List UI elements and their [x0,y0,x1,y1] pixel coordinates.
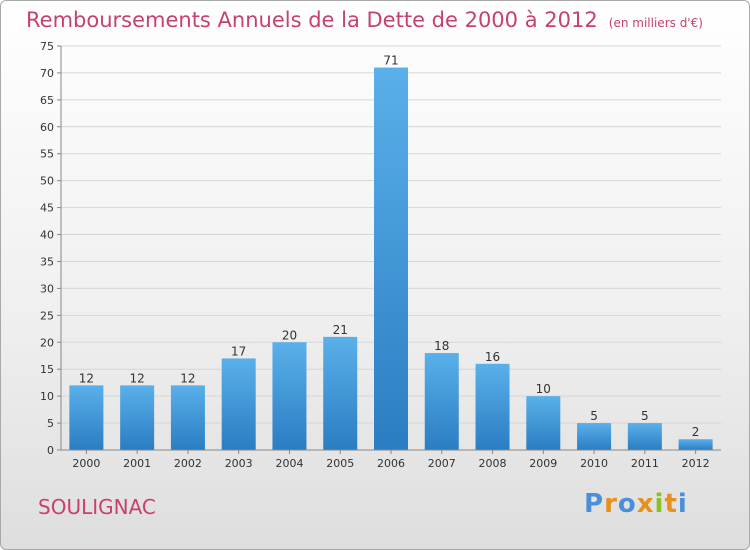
bar-2008 [475,363,510,450]
bar-2005 [323,336,358,450]
data-label-2000: 12 [79,371,94,385]
data-label-2011: 5 [641,409,649,423]
y-tick-label: 70 [40,67,54,80]
data-label-2006: 71 [383,54,398,68]
chart-title-main: Remboursements Annuels de la Dette de 20… [26,8,598,32]
y-tick-label: 75 [40,40,54,53]
x-tick-label-2010: 2010 [580,457,608,470]
y-tick-label: 45 [40,202,54,215]
data-label-2012: 2 [692,425,700,439]
x-tick-label-2000: 2000 [72,457,100,470]
x-tick-label-2007: 2007 [428,457,456,470]
chart-title-unit: (en milliers d'€) [608,16,703,30]
logo-letter: r [604,489,618,519]
data-label-2003: 17 [231,344,246,358]
y-tick-label: 10 [40,390,54,403]
y-tick-label: 25 [40,309,54,322]
y-tick-label: 55 [40,148,54,161]
y-tick-label: 0 [47,444,54,457]
y-tick-label: 15 [40,363,54,376]
data-label-2009: 10 [536,382,551,396]
logo-letter: x [636,489,655,519]
y-tick-label: 60 [40,121,54,134]
y-tick-label: 35 [40,255,54,268]
data-label-2002: 12 [180,371,195,385]
commune-name: SOULIGNAC [38,495,156,519]
data-label-2008: 16 [485,350,500,364]
data-label-2007: 18 [434,339,449,353]
bar-2003 [221,358,256,450]
y-tick-label: 65 [40,94,54,107]
bar-2012 [678,439,713,450]
data-label-2001: 12 [130,371,145,385]
y-tick-label: 30 [40,282,54,295]
logo-letter: t [664,489,678,519]
y-tick-label: 5 [47,417,54,430]
x-tick-label-2009: 2009 [529,457,557,470]
y-tick-label: 50 [40,175,54,188]
bar-2011 [627,423,662,450]
bar-2001 [120,385,155,450]
bar-2007 [424,353,459,450]
proxiti-logo: Proxiti [584,489,688,519]
data-label-2004: 20 [282,328,297,342]
x-tick-label-2001: 2001 [123,457,151,470]
x-tick-label-2011: 2011 [631,457,659,470]
x-tick-label-2005: 2005 [326,457,354,470]
x-tick-label-2002: 2002 [174,457,202,470]
bar-2010 [577,423,612,450]
logo-letter: i [654,489,665,519]
data-label-2005: 21 [333,323,348,337]
x-tick-label-2006: 2006 [377,457,405,470]
x-tick-label-2008: 2008 [479,457,507,470]
bar-2006 [374,67,408,451]
x-tick-label-2003: 2003 [225,457,253,470]
bar-2009 [526,396,561,450]
x-tick-label-2012: 2012 [682,457,710,470]
logo-letter: i [677,489,688,519]
y-tick-label: 40 [40,229,54,242]
logo-letter: o [617,489,637,519]
bar-2002 [170,385,205,450]
x-tick-label-2004: 2004 [275,457,303,470]
chart-title: Remboursements Annuels de la Dette de 20… [26,8,703,32]
y-tick-label: 20 [40,336,54,349]
bar-2000 [69,385,104,450]
data-label-2010: 5 [590,409,598,423]
bar-2004 [272,342,307,450]
logo-letter: P [584,489,605,519]
